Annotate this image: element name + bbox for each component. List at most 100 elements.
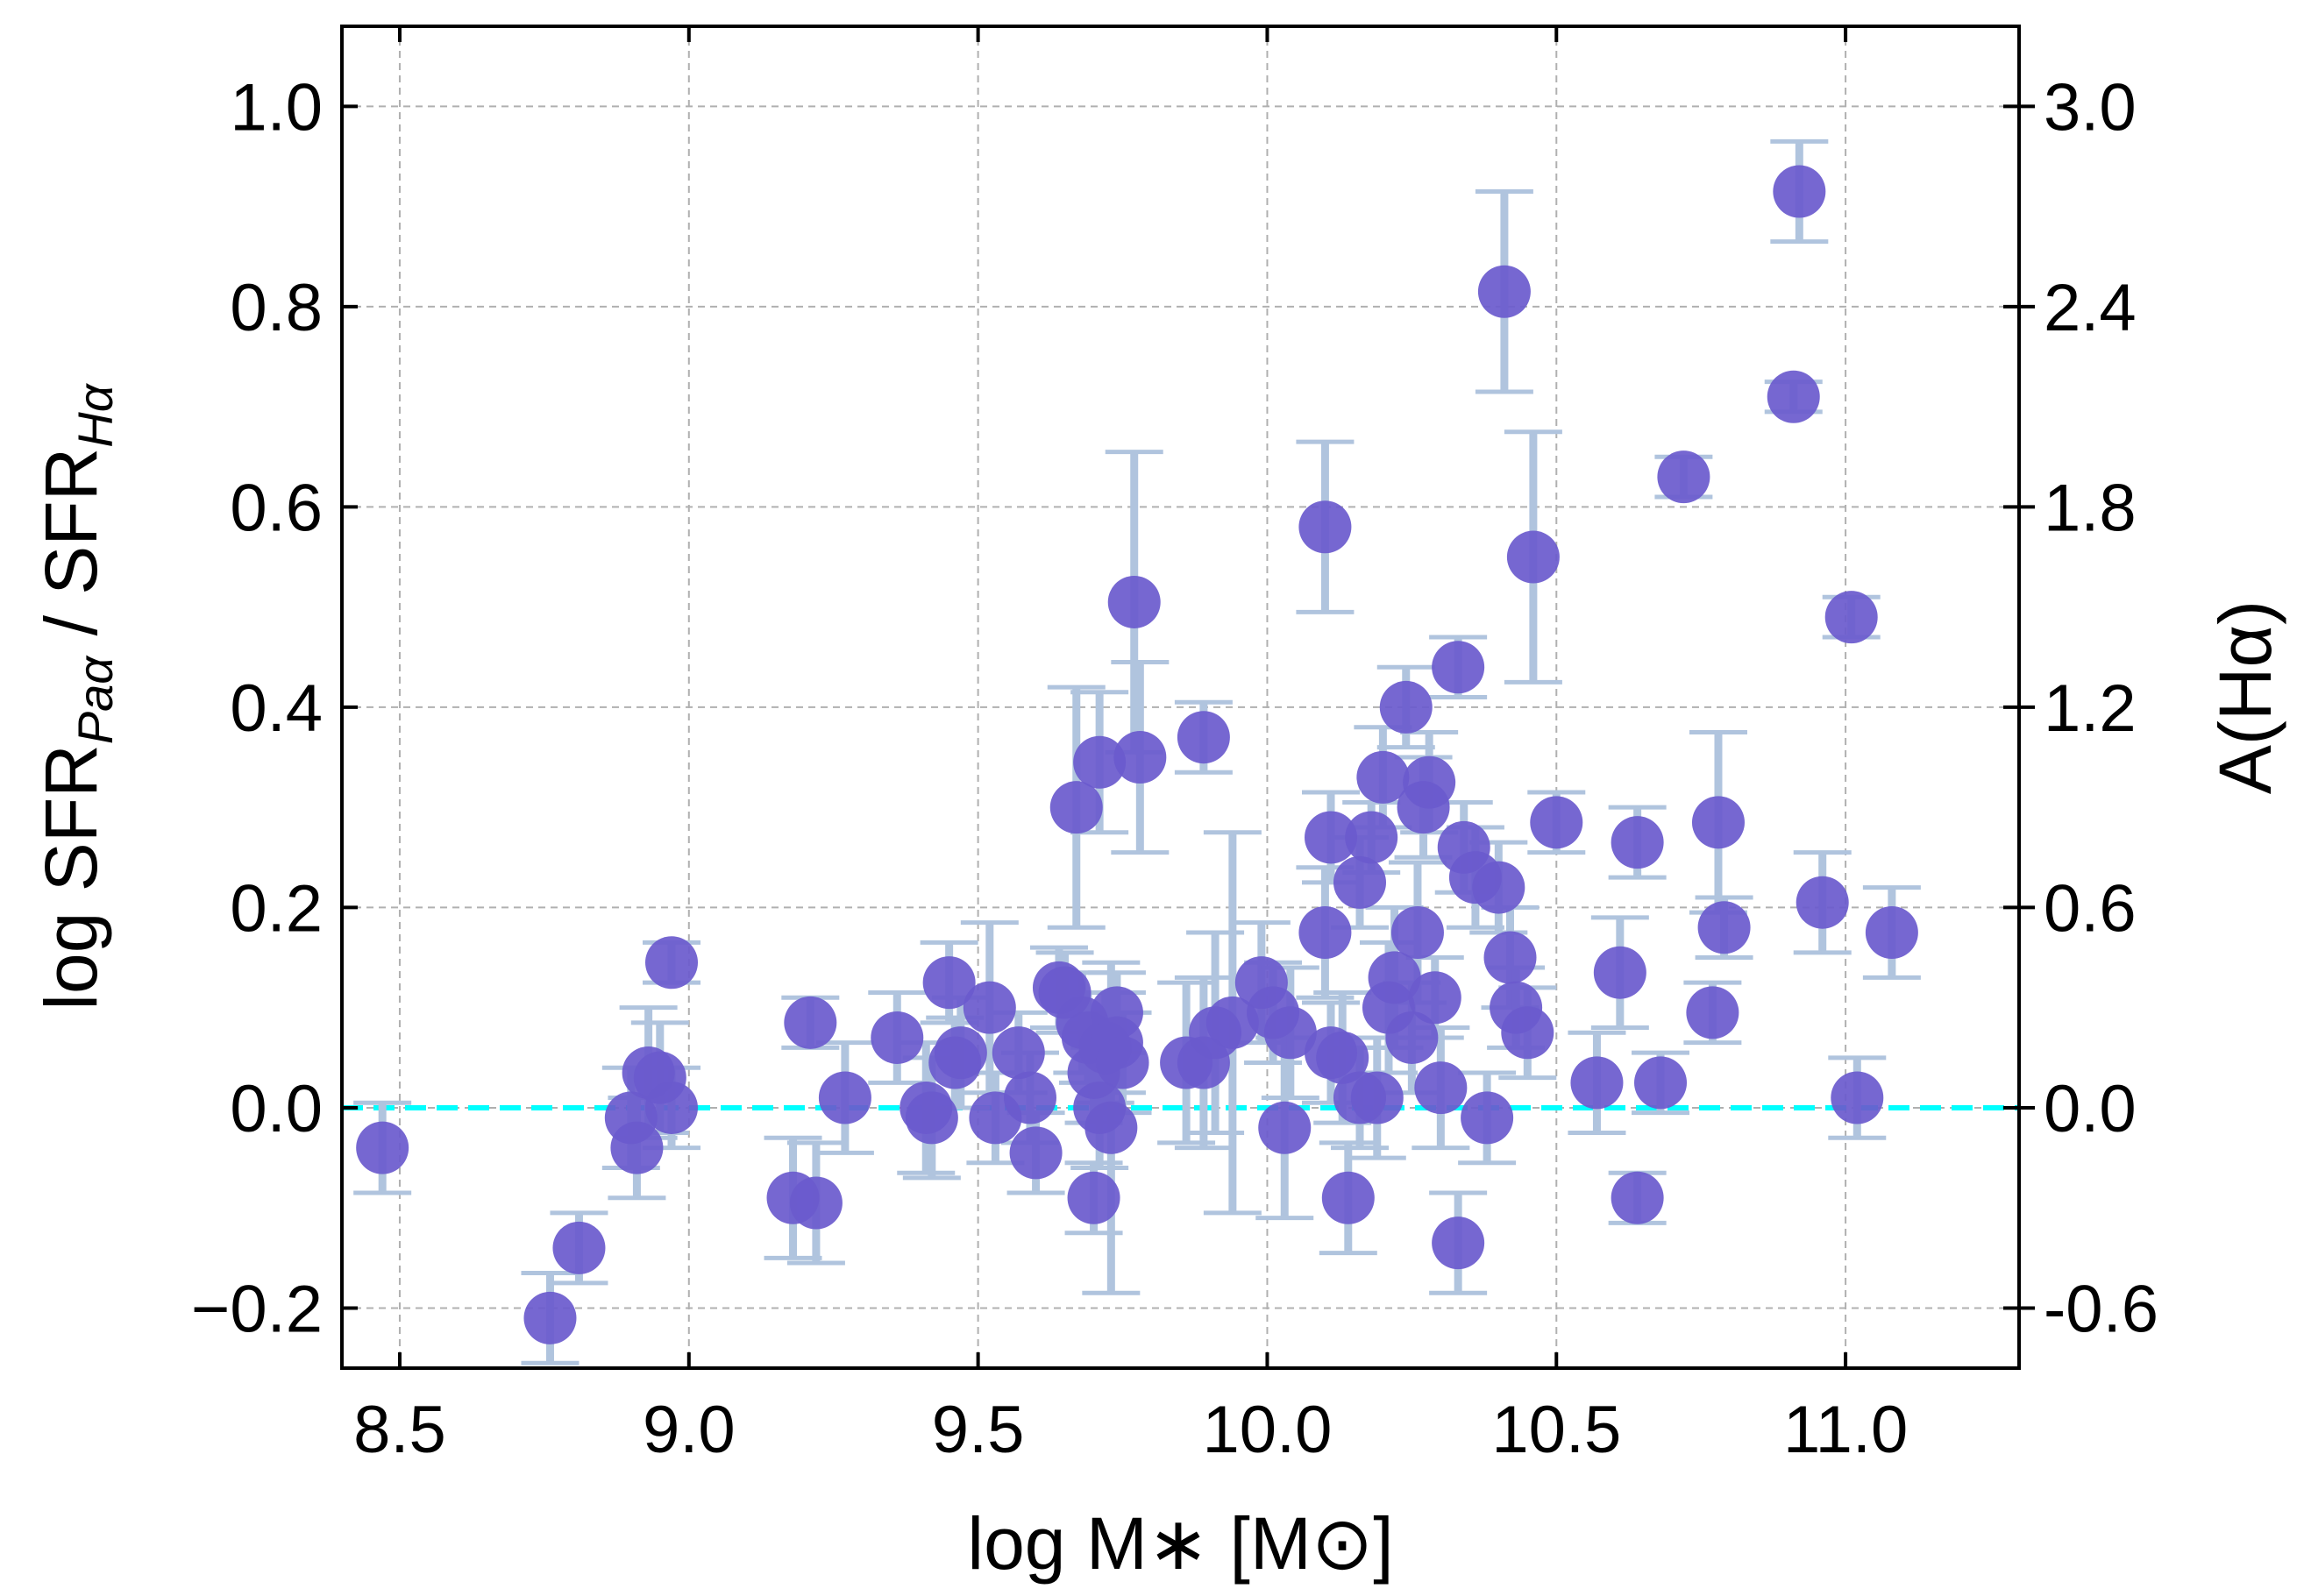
y2-tick-label: 0.6 (2044, 871, 2137, 946)
data-point (1408, 971, 1461, 1025)
grid-lines (342, 26, 2019, 1368)
data-point (1379, 680, 1433, 734)
data-point (1263, 1006, 1317, 1060)
y-axis-label: log SFRPaα / SFRHα (30, 382, 123, 1010)
data-point (1686, 986, 1739, 1039)
data-point (1073, 735, 1127, 789)
data-point (645, 936, 699, 990)
data-point (356, 1121, 409, 1174)
data-point (1084, 1101, 1138, 1154)
y-tick-label: 0.6 (230, 471, 323, 545)
data-point (1298, 905, 1352, 959)
data-point (1009, 1126, 1063, 1180)
data-point (1593, 946, 1646, 999)
x-axis-label: log M∗ [M⊙] (967, 1502, 1393, 1585)
x-axis-ticks: 8.5 9.0 9.5 10.0 10.5 11.0 (353, 26, 1908, 1467)
y2-axis-label: A(Hα) (2204, 600, 2286, 794)
data-point (934, 1026, 987, 1080)
x-tick-label: 10.0 (1202, 1393, 1332, 1467)
x-tick-label: 9.5 (932, 1393, 1025, 1467)
x-tick-label: 11.0 (1783, 1393, 1908, 1467)
data-point (963, 981, 1016, 1034)
y2-tick-label: -0.6 (2044, 1272, 2158, 1346)
data-point (992, 1026, 1045, 1080)
data-point (1472, 861, 1525, 914)
data-point (645, 1081, 699, 1134)
data-point (1530, 796, 1583, 849)
data-point (1611, 816, 1664, 869)
data-point (1177, 711, 1230, 764)
y-label-sub2: Hα (68, 382, 123, 447)
data-point (1205, 996, 1259, 1049)
y2-tick-label: 0.0 (2044, 1072, 2137, 1146)
data-point (1697, 901, 1751, 954)
y-tick-label: 0.8 (230, 271, 323, 345)
y-tick-label: 0.4 (230, 671, 323, 746)
y-tick-label: 1.0 (230, 70, 323, 145)
data-point (922, 956, 976, 1010)
data-point (1691, 796, 1745, 849)
data-point (784, 996, 837, 1049)
data-point (1483, 931, 1537, 984)
data-point (1773, 165, 1826, 218)
y-axis-ticks: −0.2 0.0 0.2 0.4 0.6 0.8 1.0 (191, 70, 358, 1346)
data-point (1321, 1171, 1375, 1224)
y-tick-label: 0.2 (230, 871, 323, 946)
y-tick-label: −0.2 (191, 1272, 323, 1346)
data-point (1067, 1171, 1120, 1224)
data-point (1345, 811, 1398, 864)
data-point (1501, 1006, 1554, 1060)
y-label-sub1: Paα (68, 655, 123, 744)
y2-tick-label: 1.8 (2044, 471, 2137, 545)
x-tick-label: 8.5 (353, 1393, 446, 1467)
y2-tick-label: 3.0 (2044, 70, 2137, 145)
data-point (1298, 500, 1352, 554)
data-point (1316, 1031, 1369, 1084)
data-point (1432, 1217, 1485, 1270)
data-point (1796, 876, 1849, 929)
data-point (1432, 641, 1485, 694)
data-point (1258, 1101, 1312, 1154)
x-tick-label: 9.0 (643, 1393, 736, 1467)
data-point (1113, 731, 1167, 784)
data-point (1368, 951, 1421, 1004)
data-point (610, 1121, 664, 1174)
y-label-mid: / SFR (30, 448, 112, 656)
data-point (1305, 811, 1358, 864)
x-tick-label: 10.5 (1491, 1393, 1621, 1467)
data-point (1570, 1056, 1624, 1110)
data-point (552, 1221, 606, 1274)
data-point (1506, 530, 1560, 584)
y-label-prefix: log SFR (30, 744, 112, 1010)
data-point (1107, 575, 1161, 628)
y2-tick-label: 1.2 (2044, 671, 2137, 746)
data-point (1049, 781, 1103, 834)
data-point (1477, 265, 1531, 318)
data-point (1003, 1071, 1056, 1124)
data-point (1634, 1056, 1688, 1110)
data-point (1350, 1071, 1404, 1124)
data-point (523, 1291, 577, 1344)
y-tick-label: 0.0 (230, 1072, 323, 1146)
data-point (905, 1091, 958, 1145)
data-point (1333, 855, 1386, 909)
data-point (1831, 1071, 1884, 1124)
plot-frame (340, 25, 2021, 1370)
y2-axis-ticks: -0.6 0.0 0.6 1.2 1.8 2.4 3.0 (2003, 70, 2158, 1346)
data-point (789, 1176, 843, 1230)
data-point (1385, 1011, 1439, 1064)
data-point (1390, 905, 1444, 959)
y2-tick-label: 2.4 (2044, 271, 2137, 345)
data-point (871, 1011, 924, 1064)
data-points (356, 165, 1918, 1344)
data-point (1414, 1061, 1468, 1115)
data-point (818, 1071, 871, 1124)
data-point (1096, 1036, 1149, 1089)
data-point (1865, 905, 1918, 959)
data-point (1657, 450, 1710, 504)
data-point (1403, 755, 1456, 809)
data-point (1611, 1171, 1664, 1224)
data-point (1356, 750, 1410, 804)
data-point (1461, 1091, 1514, 1145)
